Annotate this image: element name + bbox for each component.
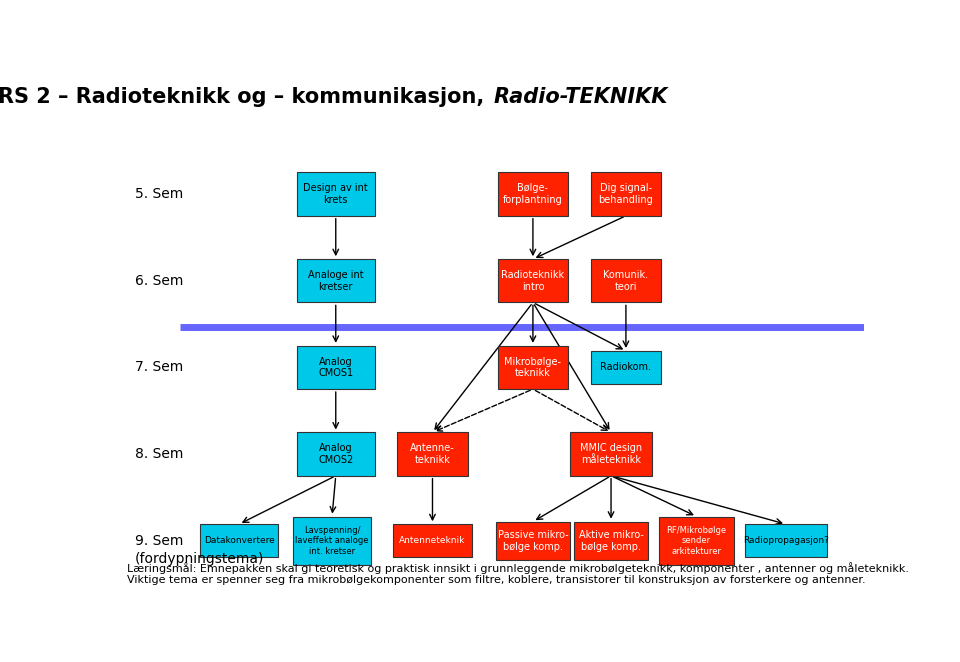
Text: Radiopropagasjon?: Radiopropagasjon? (743, 536, 828, 545)
Text: Analoge int
kretser: Analoge int kretser (308, 270, 364, 291)
FancyBboxPatch shape (397, 432, 468, 476)
Text: Bølge-
forplantning: Bølge- forplantning (503, 183, 563, 205)
Text: Radioteknikk
intro: Radioteknikk intro (501, 270, 564, 291)
Text: Radio-TEKNIKK: Radio-TEKNIKK (493, 87, 668, 107)
Text: 5. Sem: 5. Sem (134, 187, 183, 201)
Text: Lavspenning/
laveffekt analoge
int. kretser: Lavspenning/ laveffekt analoge int. kret… (296, 526, 369, 555)
FancyBboxPatch shape (297, 432, 374, 476)
Text: 8. Sem: 8. Sem (134, 447, 183, 461)
FancyBboxPatch shape (297, 173, 374, 216)
FancyBboxPatch shape (495, 522, 570, 560)
Text: RS 2 – Radioteknikk og – kommunikasjon,: RS 2 – Radioteknikk og – kommunikasjon, (0, 87, 492, 107)
Text: Antenne-
teknikk: Antenne- teknikk (410, 444, 455, 465)
Text: Analog
CMOS2: Analog CMOS2 (318, 444, 353, 465)
Text: 9. Sem: 9. Sem (134, 534, 183, 547)
FancyBboxPatch shape (590, 351, 661, 384)
Text: Viktige tema er spenner seg fra mikrobølgekomponenter som filtre, koblere, trans: Viktige tema er spenner seg fra mikrobøl… (128, 575, 866, 585)
FancyBboxPatch shape (590, 259, 661, 303)
Text: Passive mikro-
bølge komp.: Passive mikro- bølge komp. (497, 530, 568, 551)
Text: Datakonvertere: Datakonvertere (204, 536, 275, 545)
Text: Antenneteknik: Antenneteknik (399, 536, 466, 545)
Text: Mikrobølge-
teknikk: Mikrobølge- teknikk (504, 357, 562, 378)
Text: Læringsmål: Emnepakken skal gi teoretisk og praktisk innsikt i grunnleggende mik: Læringsmål: Emnepakken skal gi teoretisk… (128, 562, 909, 574)
Text: 7. Sem: 7. Sem (134, 360, 183, 375)
Text: Radiokom.: Radiokom. (600, 362, 652, 373)
FancyBboxPatch shape (200, 524, 278, 557)
Text: MMIC design
måleteknikk: MMIC design måleteknikk (580, 444, 642, 465)
Text: RF/Mikrobølge
sender
arkitekturer: RF/Mikrobølge sender arkitekturer (666, 526, 727, 555)
FancyBboxPatch shape (497, 173, 568, 216)
FancyBboxPatch shape (745, 524, 827, 557)
Text: Dig signal-
behandling: Dig signal- behandling (598, 183, 654, 205)
Text: Analog
CMOS1: Analog CMOS1 (318, 357, 353, 378)
FancyBboxPatch shape (293, 516, 372, 565)
Text: Komunik.
teori: Komunik. teori (603, 270, 649, 291)
Text: 6. Sem: 6. Sem (134, 274, 183, 288)
FancyBboxPatch shape (497, 346, 568, 389)
FancyBboxPatch shape (590, 173, 661, 216)
FancyBboxPatch shape (660, 516, 733, 565)
FancyBboxPatch shape (297, 259, 374, 303)
FancyBboxPatch shape (574, 522, 648, 560)
FancyBboxPatch shape (297, 346, 374, 389)
Text: Aktive mikro-
bølge komp.: Aktive mikro- bølge komp. (579, 530, 643, 551)
Text: (fordypningstema): (fordypningstema) (134, 551, 264, 565)
FancyBboxPatch shape (497, 259, 568, 303)
Text: Design av int
krets: Design av int krets (303, 183, 368, 205)
FancyBboxPatch shape (394, 524, 471, 557)
FancyBboxPatch shape (570, 432, 652, 476)
